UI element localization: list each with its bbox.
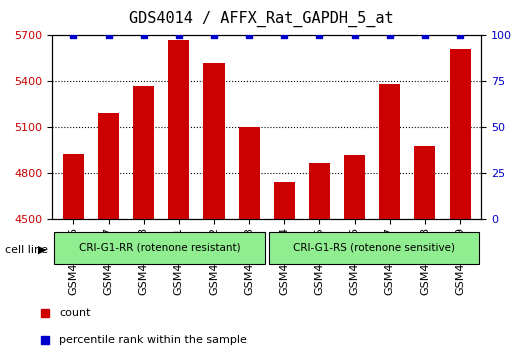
Text: percentile rank within the sample: percentile rank within the sample <box>59 335 247 345</box>
Bar <box>309 163 330 219</box>
Bar <box>238 127 260 219</box>
FancyBboxPatch shape <box>54 232 265 264</box>
Text: CRI-G1-RS (rotenone sensitive): CRI-G1-RS (rotenone sensitive) <box>293 243 455 253</box>
Bar <box>414 146 436 219</box>
Text: count: count <box>59 308 90 318</box>
Bar <box>344 155 365 219</box>
FancyBboxPatch shape <box>269 232 479 264</box>
Bar <box>133 86 154 219</box>
Bar <box>63 154 84 219</box>
Bar <box>450 49 471 219</box>
Text: CRI-G1-RR (rotenone resistant): CRI-G1-RR (rotenone resistant) <box>78 243 241 253</box>
Bar <box>379 85 400 219</box>
Text: ▶: ▶ <box>38 245 46 255</box>
Bar <box>203 63 224 219</box>
Bar <box>168 40 189 219</box>
Bar <box>274 182 295 219</box>
Bar <box>98 113 119 219</box>
Text: GDS4014 / AFFX_Rat_GAPDH_5_at: GDS4014 / AFFX_Rat_GAPDH_5_at <box>129 11 394 27</box>
Text: cell line: cell line <box>5 245 48 255</box>
